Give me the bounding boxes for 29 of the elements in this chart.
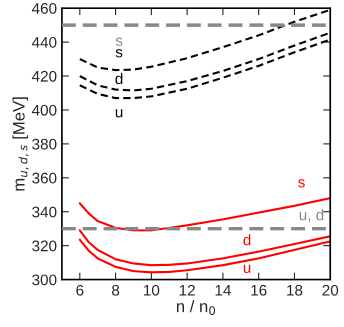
x-tick-label: 20 xyxy=(322,284,338,296)
x-tick-label: 16 xyxy=(251,284,267,296)
y-tick-label: 360 xyxy=(32,172,56,184)
ref-line-label: s xyxy=(116,38,122,46)
series-label: u xyxy=(244,264,250,274)
ref-line-label: u, d xyxy=(300,209,324,222)
series-label: s xyxy=(116,49,122,58)
y-tick-label: 300 xyxy=(32,274,56,286)
x-tick-label: 18 xyxy=(287,284,302,296)
series-label: s xyxy=(298,179,305,188)
x-tick-label: 6 xyxy=(76,284,84,296)
x-tick-label: 10 xyxy=(144,284,160,296)
series-label: d xyxy=(115,72,122,84)
y-tick-label: 340 xyxy=(32,206,56,218)
series-label: u xyxy=(116,109,122,118)
x-axis-title: n / n$_{0}$ xyxy=(176,300,216,315)
y-tick-label: 460 xyxy=(32,3,56,14)
y-tick-label: 320 xyxy=(32,240,56,252)
x-tick-label: 8 xyxy=(112,284,120,296)
y-tick-label: 380 xyxy=(32,138,56,150)
x-tick-label: 12 xyxy=(180,284,195,296)
series-label: d xyxy=(243,234,250,246)
y-tick-label: 400 xyxy=(32,104,56,116)
line-series xyxy=(78,197,330,232)
y-tick-label: 420 xyxy=(32,70,56,82)
y-axis-title: m$_{u,d,s}$ [MeV] xyxy=(12,97,29,191)
x-tick-label: 14 xyxy=(216,285,231,296)
line-series xyxy=(78,229,330,266)
y-tick-label: 440 xyxy=(32,36,56,48)
